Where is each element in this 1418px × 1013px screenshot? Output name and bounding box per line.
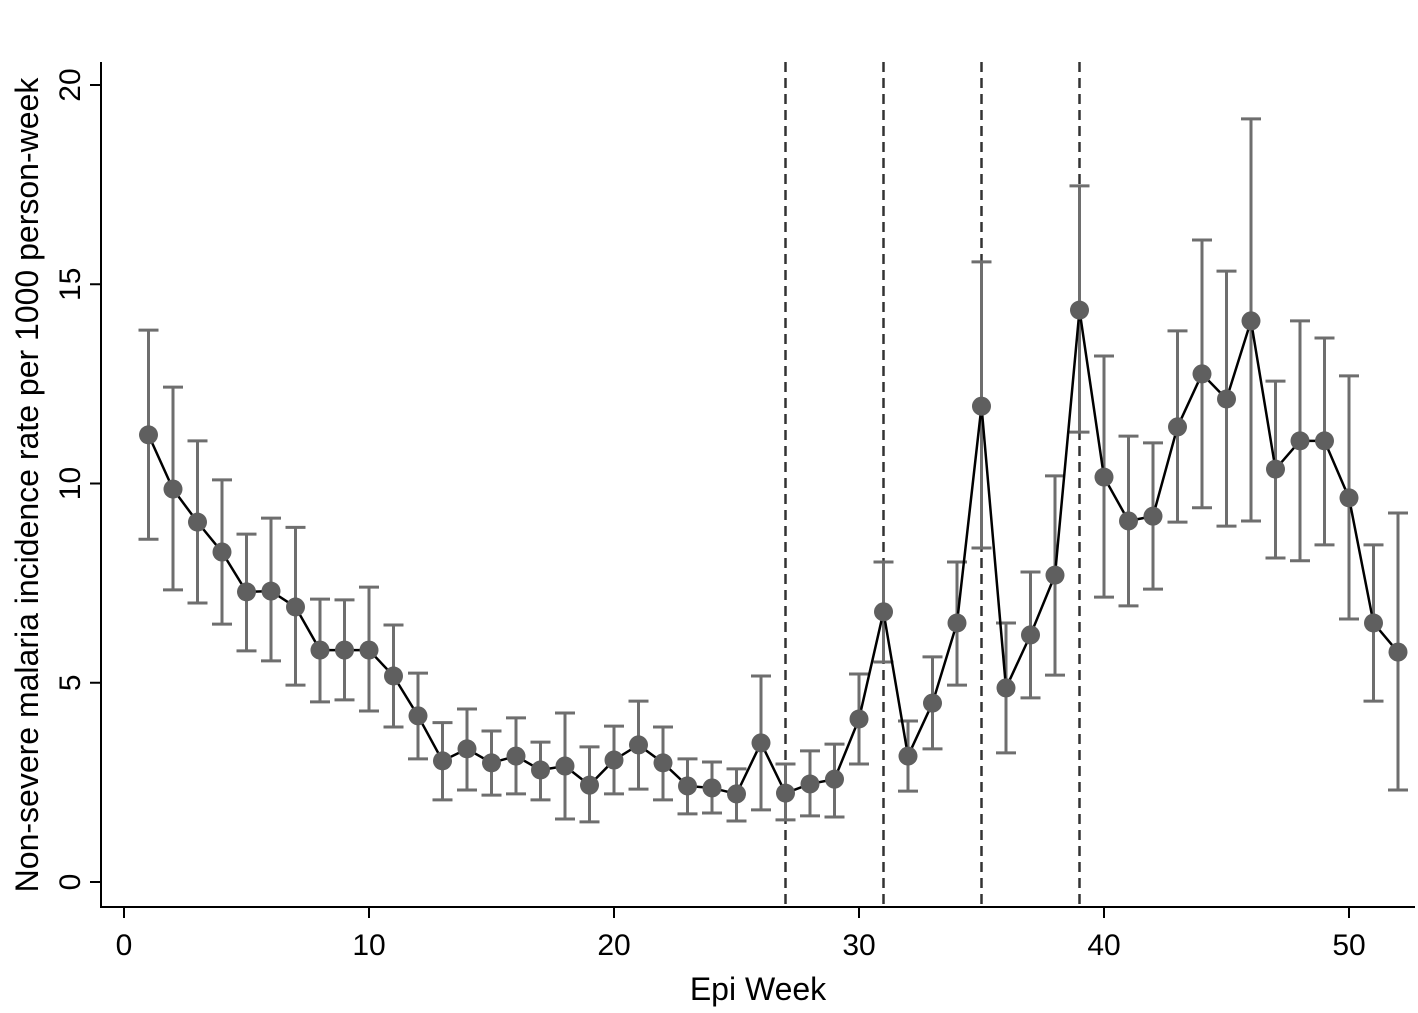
x-tick-label: 50 <box>1332 929 1365 962</box>
data-point <box>727 784 746 804</box>
data-point <box>212 542 232 562</box>
data-point <box>898 746 918 766</box>
data-point <box>1290 431 1310 451</box>
data-point <box>163 479 183 499</box>
x-axis-label: Epi Week <box>690 971 827 1007</box>
data-point <box>653 753 673 773</box>
data-point <box>457 739 477 759</box>
data-point <box>384 666 403 686</box>
data-point <box>1266 459 1285 479</box>
x-ticks: 0 10 20 30 40 50 <box>116 907 1366 962</box>
error-bars <box>138 117 1408 824</box>
data-point <box>1339 488 1359 508</box>
data-point <box>1241 311 1261 331</box>
data-point <box>702 778 722 798</box>
data-point <box>139 425 158 445</box>
data-point <box>482 753 501 773</box>
y-axis-label: Non-severe malaria incidence rate per 10… <box>9 77 45 893</box>
data-point <box>849 709 869 729</box>
x-tick-label: 40 <box>1087 929 1120 962</box>
data-point <box>800 774 820 794</box>
data-point <box>1094 467 1114 487</box>
y-tick-label: 20 <box>54 68 87 101</box>
data-point <box>947 613 967 633</box>
data-point <box>1192 364 1212 384</box>
data-point <box>359 640 379 660</box>
data-point <box>188 512 207 532</box>
data-point <box>555 756 575 776</box>
data-point <box>237 582 256 602</box>
y-tick-label: 15 <box>54 268 87 301</box>
y-ticks: 0 5 10 15 20 <box>54 68 101 890</box>
series-line <box>147 309 1399 796</box>
data-point <box>1143 506 1163 526</box>
x-tick-label: 20 <box>597 929 630 962</box>
data-point <box>825 769 844 789</box>
y-tick-label: 10 <box>54 467 87 500</box>
data-point <box>996 678 1016 698</box>
data-point <box>580 775 599 795</box>
data-point <box>286 597 305 617</box>
data-point <box>310 640 330 660</box>
data-point <box>1315 431 1334 451</box>
data-point <box>629 735 648 755</box>
data-point <box>751 733 771 753</box>
data-point <box>1217 389 1236 409</box>
data-point <box>1070 300 1089 320</box>
y-tick-label: 0 <box>54 874 87 891</box>
data-point <box>972 396 991 416</box>
data-point <box>506 746 526 766</box>
data-points <box>139 300 1408 804</box>
data-point <box>261 581 281 601</box>
data-point <box>531 760 550 780</box>
data-point <box>433 751 452 771</box>
x-tick-label: 30 <box>842 929 875 962</box>
data-point <box>1364 613 1383 633</box>
data-point <box>604 750 624 770</box>
y-tick-label: 5 <box>54 674 87 691</box>
data-point <box>1168 417 1187 437</box>
x-tick-label: 0 <box>116 929 133 962</box>
x-tick-label: 10 <box>352 929 385 962</box>
data-point <box>874 602 893 622</box>
data-point <box>923 693 942 713</box>
data-point <box>335 640 354 660</box>
data-point <box>1119 511 1138 531</box>
data-point <box>678 776 697 796</box>
data-point <box>1021 625 1040 645</box>
data-point <box>1388 642 1408 662</box>
data-point <box>776 783 795 803</box>
data-point <box>408 706 428 726</box>
data-point <box>1045 565 1065 585</box>
